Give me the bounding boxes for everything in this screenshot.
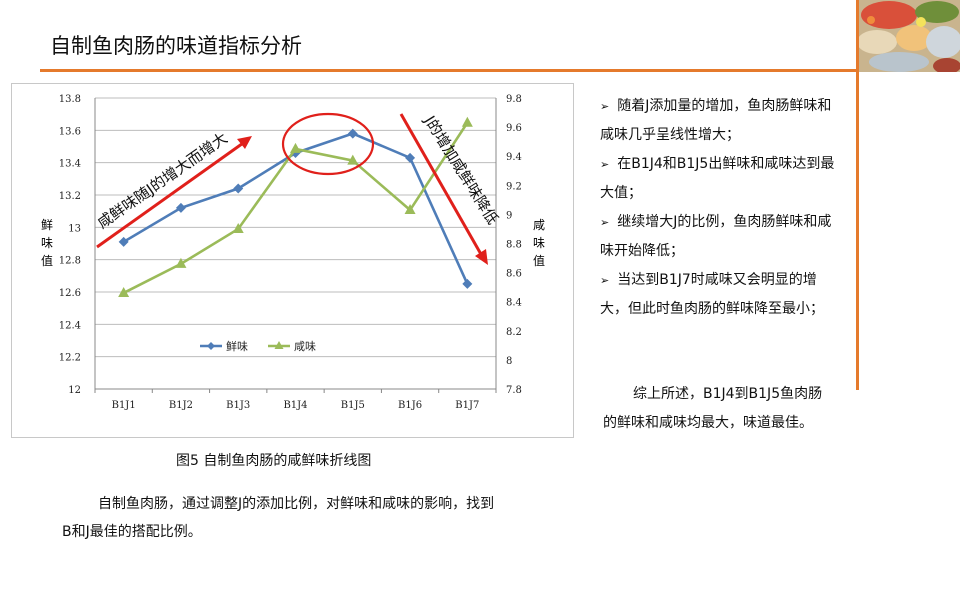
- finding-item: ➢ 继续增大J的比例，鱼肉肠鲜味和咸味开始降低；: [600, 214, 832, 259]
- slide-title: 自制鱼肉肠的味道指标分析: [50, 34, 302, 58]
- right-tick-label: 9: [506, 210, 512, 221]
- left-tick-label: 12.6: [59, 288, 81, 299]
- findings-list: ➢ 随着J添加量的增加，鱼肉肠鲜味和咸味几乎呈线性增大； ➢ 在B1J4和B1J5出…: [600, 92, 840, 324]
- right-tick-label: 8.6: [506, 269, 522, 280]
- left-axis-label-3: 值: [41, 253, 53, 268]
- right-tick-label: 8.4: [506, 298, 522, 309]
- left-tick-label: 12: [68, 385, 81, 396]
- right-tick-label: 9.6: [506, 123, 522, 134]
- bullet-arrow-icon: ➢: [600, 158, 610, 171]
- x-tick-label: B1J3: [226, 400, 250, 411]
- x-tick-label: B1J4: [283, 400, 307, 411]
- data-point-fresh: [233, 183, 244, 194]
- intro-paragraph: 自制鱼肉肠，通过调整J的添加比例，对鲜味和咸味的影响，找到B和J最佳的搭配比例。: [62, 496, 495, 540]
- left-tick-label: 13: [68, 223, 81, 234]
- data-point-salty: [461, 116, 473, 127]
- bullet-arrow-icon: ➢: [600, 216, 610, 229]
- left-tick-label: 13.4: [59, 159, 81, 170]
- x-tick-label: B1J6: [398, 400, 422, 411]
- seafood-photo: [859, 0, 960, 72]
- chart-frame: 12 12.2 12.4 12.6 12.8 13 13.2 13.4 13.6 13.8 7.8 8…: [11, 83, 574, 438]
- legend-label: 鲜味: [226, 339, 248, 353]
- x-tick-label: B1J5: [341, 400, 365, 411]
- side-divider: [856, 0, 859, 390]
- data-point-salty: [347, 154, 359, 165]
- right-tick-label: 8.2: [506, 327, 522, 338]
- left-tick-label: 12.4: [59, 320, 81, 331]
- left-tick-label: 13.6: [59, 126, 81, 137]
- right-tick-label: 8.8: [506, 240, 522, 251]
- finding-item: ➢ 当达到B1J7时咸味又会明显的增大，但此时鱼肉肠的鲜味降至最小；: [600, 272, 824, 317]
- data-point-fresh: [405, 152, 416, 163]
- data-point-salty: [118, 286, 130, 297]
- data-point-salty: [175, 257, 187, 268]
- data-point-salty: [290, 142, 301, 153]
- summary-paragraph: 综上所述，B1J4到B1J5鱼肉肠的鲜味和咸味均最大，味道最佳。: [603, 386, 823, 431]
- x-tick-label: B1J7: [455, 400, 479, 411]
- figure-caption: 图5 自制鱼肉肠的咸鲜味折线图: [176, 453, 372, 469]
- data-point-fresh: [175, 202, 186, 213]
- bullet-arrow-icon: ➢: [600, 274, 610, 287]
- data-point-salty: [404, 204, 416, 215]
- falling-trend-arrow: [399, 113, 484, 257]
- peak-highlight-circle: [281, 112, 375, 176]
- right-tick-label: 7.8: [506, 385, 522, 396]
- right-axis-label-3: 值: [533, 253, 545, 268]
- left-tick-label: 13.2: [59, 191, 81, 202]
- right-tick-label: 9.4: [506, 152, 522, 163]
- finding-item: ➢ 在B1J4和B1J5出鲜味和咸味达到最大值；: [600, 156, 835, 201]
- x-tick-label: B1J2: [169, 400, 193, 411]
- right-axis-label-2: 味: [533, 236, 545, 250]
- data-point-fresh: [462, 278, 473, 289]
- right-tick-label: 9.8: [506, 94, 522, 105]
- left-tick-label: 12.2: [59, 353, 81, 364]
- legend-marker-salty: [274, 341, 284, 349]
- left-axis-label-2: 味: [41, 236, 53, 250]
- data-point-salty: [232, 222, 244, 233]
- left-tick-label: 13.8: [59, 94, 81, 105]
- legend-marker-fresh: [207, 342, 215, 350]
- legend-label: 咸味: [294, 340, 316, 353]
- left-tick-label: 12.8: [59, 256, 81, 267]
- arrow-head-icon: [237, 136, 252, 149]
- title-underline: [40, 69, 860, 72]
- data-point-fresh: [118, 236, 129, 247]
- x-tick-label: B1J1: [112, 400, 136, 411]
- arrow-head-icon: [475, 249, 488, 265]
- right-tick-label: 8: [506, 356, 512, 367]
- rising-annotation-text: 咸鲜味随J的增大而增大: [94, 129, 231, 232]
- right-axis-label-1: 咸: [533, 218, 545, 232]
- rising-trend-arrow: [96, 139, 247, 249]
- bullet-arrow-icon: ➢: [600, 100, 610, 113]
- left-axis-label-1: 鲜: [41, 218, 53, 232]
- right-tick-label: 9.2: [506, 181, 522, 192]
- fresh-salty-line-chart: 12 12.2 12.4 12.6 12.8 13 13.2 13.4 13.6 13.8 7.8 8…: [41, 94, 545, 411]
- data-point-fresh: [347, 128, 358, 139]
- finding-item: ➢ 随着J添加量的增加，鱼肉肠鲜味和咸味几乎呈线性增大；: [600, 98, 832, 143]
